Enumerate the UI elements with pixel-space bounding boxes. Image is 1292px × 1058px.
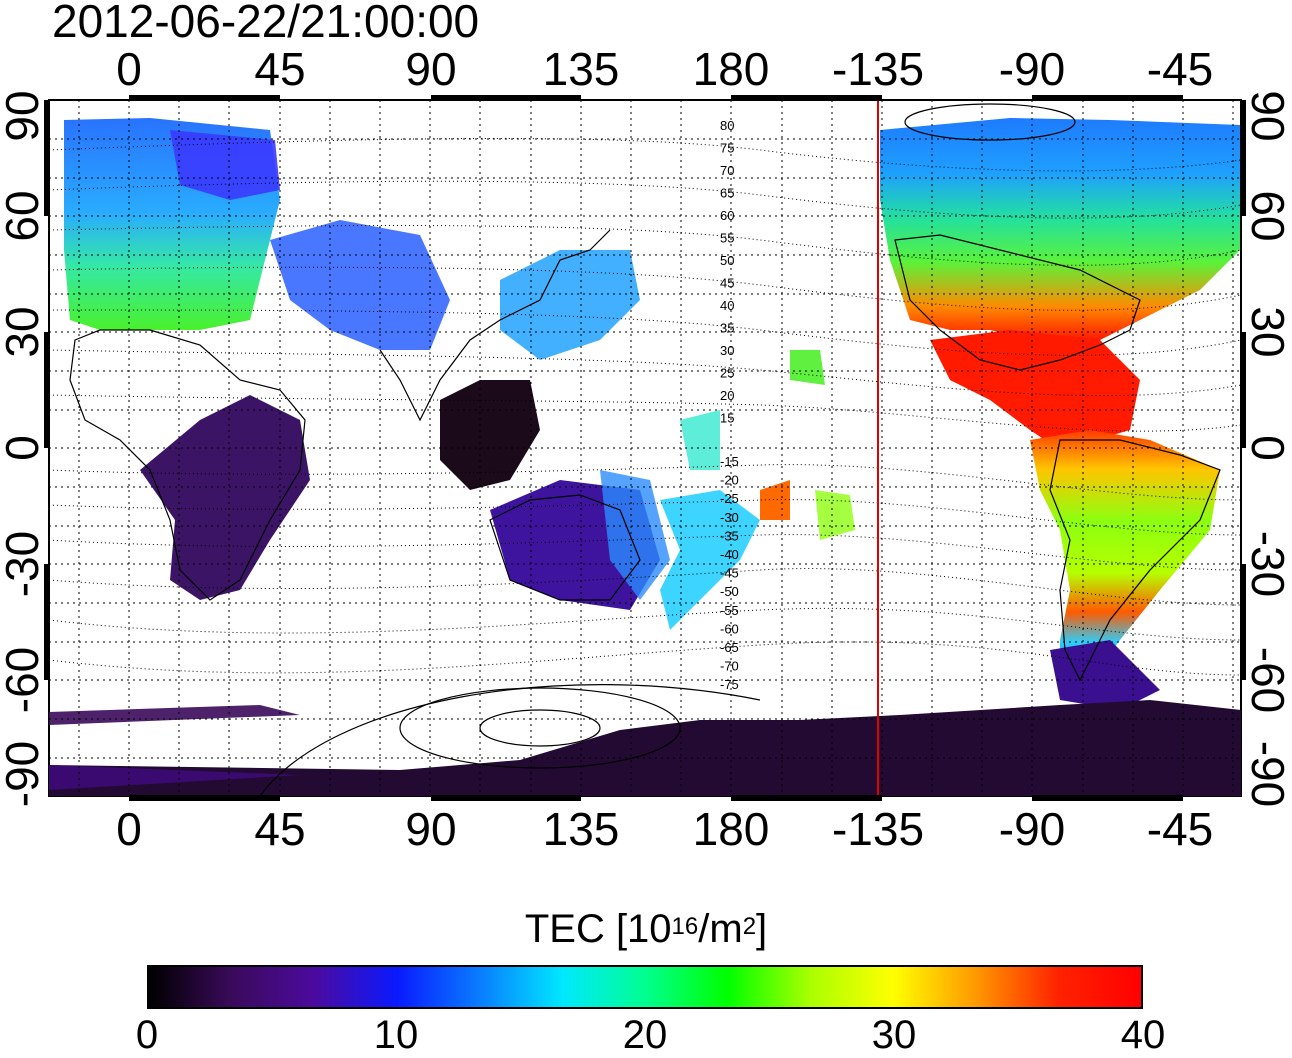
top-lon-tick: -45 xyxy=(1146,43,1214,95)
magnetic-contours xyxy=(49,137,1241,676)
magnetic-pole-contours xyxy=(259,103,1076,796)
contour-label: -35 xyxy=(720,528,739,543)
top-lon-tick: 45 xyxy=(254,43,306,95)
contour-labels: 80 75 70 65 60 55 50 45 40 35 30 25 20 15 -15 -20 -25 -30… xyxy=(720,118,739,692)
contour-label: -70 xyxy=(720,659,739,674)
colorbar-title: TEC [1016/m2] xyxy=(524,907,768,951)
top-lon-tick: -90 xyxy=(998,43,1066,95)
contour-label: 65 xyxy=(720,186,734,201)
colorbar-tick-label: 10 xyxy=(373,1013,419,1057)
contour-label: -40 xyxy=(720,547,739,562)
contour-label: -75 xyxy=(720,677,739,692)
contour-label: 15 xyxy=(720,411,734,426)
contour-label: -55 xyxy=(720,603,739,618)
contour-label: 55 xyxy=(720,231,734,246)
top-lon-tick: 0 xyxy=(116,43,142,95)
contour-label: 45 xyxy=(720,276,734,291)
colorbar-tick-label: 20 xyxy=(622,1013,668,1057)
coastlines xyxy=(69,229,1221,682)
bottom-lon-tick: -90 xyxy=(998,803,1066,855)
contour-label: -25 xyxy=(720,491,739,506)
contour-label: 50 xyxy=(720,253,734,268)
colorbar-tick-label: 40 xyxy=(1120,1013,1166,1057)
colorbar-tick-label: 0 xyxy=(135,1013,159,1057)
top-lon-tick: 180 xyxy=(692,43,770,95)
contour-label: -65 xyxy=(720,640,739,655)
contour-label: 25 xyxy=(720,366,734,381)
contour-label: -45 xyxy=(720,566,739,581)
top-lon-tick: 135 xyxy=(542,43,620,95)
graticule xyxy=(49,100,1241,796)
top-lon-tick: -135 xyxy=(831,43,925,95)
bottom-lon-tick: -45 xyxy=(1146,803,1214,855)
contour-label: 30 xyxy=(720,343,734,358)
contour-label: 80 xyxy=(720,118,734,133)
top-lon-tick: 90 xyxy=(405,43,457,95)
colorbar-tick-label: 30 xyxy=(871,1013,917,1057)
bottom-lon-tick: 90 xyxy=(405,803,457,855)
contour-label: -60 xyxy=(720,621,739,636)
contour-label: 40 xyxy=(720,298,734,313)
map-content xyxy=(49,100,1241,796)
timestamp-title: 2012-06-22/21:00:00 xyxy=(52,0,480,47)
contour-label: -20 xyxy=(720,473,739,488)
contour-label: 75 xyxy=(720,141,734,156)
bottom-lon-tick: 45 xyxy=(254,803,306,855)
contour-label: 35 xyxy=(720,321,734,336)
bottom-lon-tick: -135 xyxy=(831,803,925,855)
colorbar xyxy=(147,965,1143,1009)
contour-label: 60 xyxy=(720,208,734,223)
bottom-lon-tick: 180 xyxy=(692,803,770,855)
frame-ticks xyxy=(44,95,1246,801)
bottom-lon-tick: 0 xyxy=(116,803,142,855)
contour-label: -15 xyxy=(720,454,739,469)
contour-label: 20 xyxy=(720,388,734,403)
contour-label: -50 xyxy=(720,584,739,599)
contour-label: 70 xyxy=(720,163,734,178)
contour-label: -30 xyxy=(720,510,739,525)
bottom-lon-tick: 135 xyxy=(542,803,620,855)
